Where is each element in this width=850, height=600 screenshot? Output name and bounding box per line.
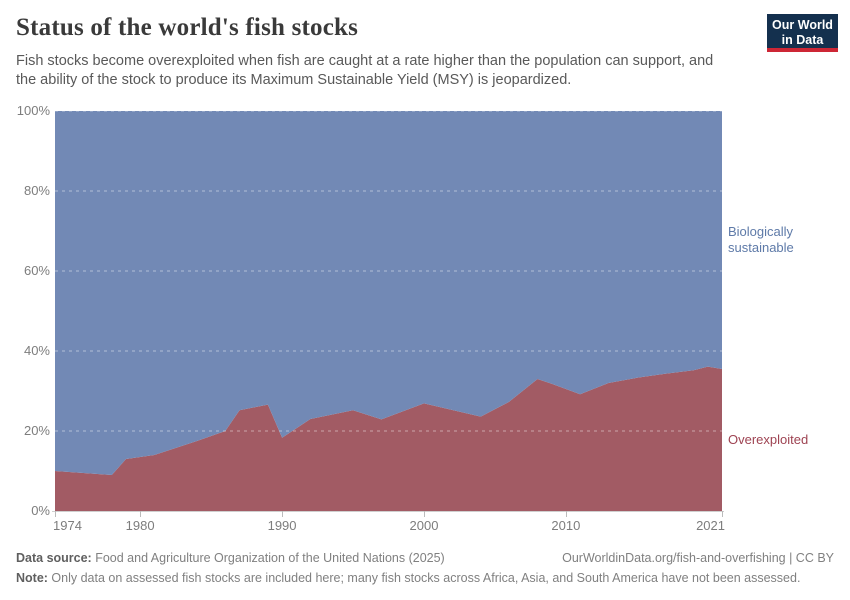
- y-axis-label-0: 0%: [31, 503, 50, 518]
- chart-subtitle: Fish stocks become overexploited when fi…: [16, 52, 756, 90]
- x-axis-label-1974: 1974: [53, 518, 82, 533]
- owid-logo-line2: in Data: [781, 33, 824, 47]
- stacked-area-plot[interactable]: [55, 111, 722, 511]
- owid-logo-stripe: [767, 48, 838, 52]
- y-axis-label-40: 40%: [23, 343, 50, 358]
- x-axis-label-1980: 1980: [125, 518, 155, 533]
- x-axis-label-1990: 1990: [267, 518, 297, 533]
- page-title: Status of the world's fish stocks: [16, 14, 359, 41]
- subtitle-line-1: Fish stocks become overexploited when fi…: [16, 53, 714, 69]
- note-text: Only data on assessed fish stocks are in…: [47, 571, 801, 585]
- series-label-biologically-sustainable: Biologically sustainable: [728, 224, 794, 255]
- x-tick-mark-1974: [55, 511, 56, 517]
- series-label-overexploited: Overexploited: [728, 432, 809, 447]
- x-tick-mark-2021: [722, 511, 723, 517]
- y-axis-label-80: 80%: [23, 183, 50, 198]
- chart-footer: Data source: Food and Agriculture Organi…: [16, 548, 834, 588]
- x-axis-ticks: [0, 511, 850, 517]
- x-tick-mark-2010: [565, 511, 567, 517]
- footer-note-row: Note: Only data on assessed fish stocks …: [16, 568, 834, 588]
- area-overexploited[interactable]: [55, 366, 722, 511]
- y-axis-label-20: 20%: [23, 423, 50, 438]
- owid-logo[interactable]: Our World in Data: [767, 14, 838, 51]
- owid-logo-line1: Our World: [772, 18, 833, 32]
- y-axis-label-60: 60%: [23, 263, 50, 278]
- x-tick-mark-1980: [140, 511, 142, 517]
- footer-source-row: Data source: Food and Agriculture Organi…: [16, 548, 834, 568]
- note-label: Note:: [16, 571, 48, 585]
- y-axis: 0% 20% 40% 60% 80% 100%: [0, 103, 50, 518]
- x-tick-mark-1990: [282, 511, 284, 517]
- y-axis-label-100: 100%: [16, 103, 50, 118]
- x-tick-mark-2000: [423, 511, 425, 517]
- x-axis-label-2000: 2000: [409, 518, 439, 533]
- area-biologically-sustainable[interactable]: [55, 111, 722, 475]
- data-source-label: Data source:: [16, 551, 92, 565]
- x-axis-line: [52, 511, 724, 512]
- owid-credit-link[interactable]: OurWorldinData.org/fish-and-overfishing …: [562, 551, 834, 565]
- x-axis-label-2021: 2021: [696, 518, 725, 533]
- x-axis-label-2010: 2010: [551, 518, 581, 533]
- subtitle-line-2: the ability of the stock to produce its …: [16, 72, 572, 88]
- x-axis-labels: 1974 1980 1990 2000 2010 2021: [0, 518, 850, 534]
- data-source-text: Food and Agriculture Organization of the…: [91, 551, 445, 565]
